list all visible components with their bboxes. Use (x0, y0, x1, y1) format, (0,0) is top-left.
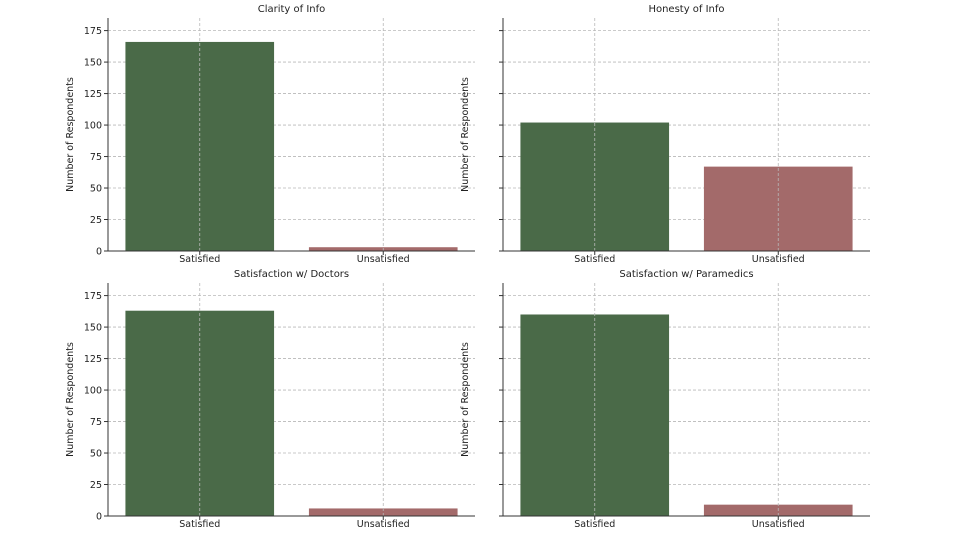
y-axis-label: Number of Respondents (65, 342, 76, 457)
y-tick-label: 75 (90, 152, 102, 163)
y-tick-label: 75 (90, 417, 102, 428)
x-tick-label: Satisfied (179, 254, 220, 265)
y-tick-label: 0 (96, 247, 102, 258)
subplot-4: Satisfied Unsatisfied Satisfaction w/ Para… (460, 269, 870, 530)
y-tick-label: 50 (90, 184, 102, 195)
x-tick-label: Satisfied (574, 519, 615, 530)
bar-satisfied (125, 41, 275, 251)
subplot-1: 0 25 50 75 100 125 150 175 Satisfied Unsatisfied C… (65, 4, 475, 265)
subplot-3: 0 25 50 75 100 125 150 175 Satisfied Unsatisfied S… (65, 269, 475, 530)
y-tick-label: 0 (96, 512, 102, 523)
y-tick-label: 125 (84, 89, 102, 100)
y-axis-label: Number of Respondents (460, 77, 471, 192)
bar-satisfied (520, 122, 670, 252)
y-axis-label: Number of Respondents (65, 77, 76, 192)
y-tick-label: 50 (90, 449, 102, 460)
subplot-title: Clarity of Info (258, 4, 326, 15)
subplot-title: Satisfaction w/ Paramedics (619, 269, 753, 280)
y-tick-label: 175 (84, 291, 102, 302)
x-tick-label: Unsatisfied (752, 254, 805, 265)
y-tick-label: 100 (84, 386, 102, 397)
subplot-title: Satisfaction w/ Doctors (234, 269, 349, 280)
subplot-title: Honesty of Info (648, 4, 724, 15)
x-tick-label: Satisfied (179, 519, 220, 530)
subplot-2: Satisfied Unsatisfied Honesty of Info Numbe… (460, 4, 870, 265)
x-tick-label: Satisfied (574, 254, 615, 265)
y-tick-label: 150 (84, 58, 102, 69)
y-tick-label: 100 (84, 121, 102, 132)
x-tick-label: Unsatisfied (357, 254, 410, 265)
x-tick-label: Unsatisfied (752, 519, 805, 530)
y-tick-label: 25 (90, 480, 102, 491)
y-axis-label: Number of Respondents (460, 342, 471, 457)
y-tick-label: 150 (84, 323, 102, 334)
bar-unsatisfied (308, 508, 458, 516)
x-tick-label: Unsatisfied (357, 519, 410, 530)
y-tick-label: 125 (84, 354, 102, 365)
y-tick-label: 175 (84, 26, 102, 37)
y-tick-label: 25 (90, 215, 102, 226)
